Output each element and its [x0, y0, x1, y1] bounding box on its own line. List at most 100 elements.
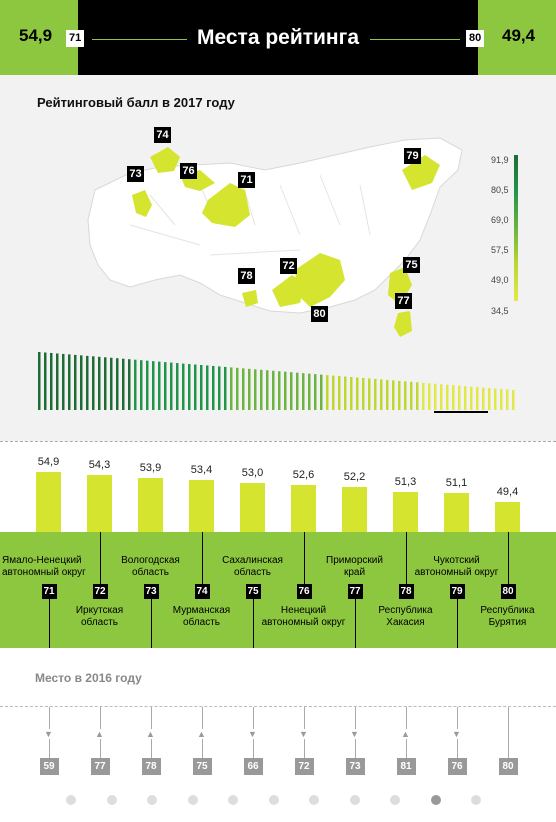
strip-bar	[68, 354, 71, 410]
pagination-dot[interactable]	[106, 795, 117, 805]
connector-line	[405, 532, 407, 584]
strip-bar	[350, 377, 353, 410]
strip-highlight-range	[434, 411, 488, 413]
strip-bar	[200, 364, 203, 410]
connector-line	[201, 532, 203, 584]
map-marker-78: 78	[238, 268, 255, 284]
strip-bar	[428, 383, 431, 410]
region-name: Мурманская область	[151, 605, 253, 629]
strip-bar	[470, 386, 473, 410]
strip-bar	[44, 352, 47, 410]
region-name-line: область	[131, 567, 170, 578]
pagination-dot[interactable]	[471, 795, 481, 805]
map-marker-77: 77	[395, 293, 412, 309]
strip-bar	[236, 367, 239, 410]
strip-bar	[212, 365, 215, 410]
strip-bar	[464, 386, 467, 410]
region-name-line: автономный округ	[414, 567, 499, 578]
arrow-down-icon: ▼	[347, 729, 362, 739]
pagination-dot[interactable]	[66, 795, 76, 805]
region-name: Сахалинская область	[202, 555, 304, 579]
region-shape-74	[150, 147, 180, 173]
strip-bar	[410, 381, 413, 410]
strip-bar	[206, 365, 209, 410]
pagination-dot[interactable]	[390, 795, 400, 805]
pagination-dot[interactable]	[268, 795, 279, 805]
strip-bar	[50, 352, 53, 410]
bar	[495, 502, 520, 532]
strip-bar	[368, 378, 371, 410]
strip-bar	[416, 382, 419, 410]
header-right-line	[370, 39, 460, 40]
arrow-up-icon: ▲	[398, 729, 413, 739]
pagination-dot[interactable]	[147, 795, 157, 805]
legend-label: 34,5	[491, 306, 509, 316]
bar	[189, 480, 214, 532]
pagination-dot[interactable]	[228, 795, 238, 805]
map-marker-76: 76	[180, 163, 197, 179]
region-name: Вологодская область	[100, 555, 202, 579]
strip-bar	[398, 380, 401, 410]
strip-bar	[278, 371, 281, 410]
strip-bar	[302, 373, 305, 410]
bar	[444, 492, 469, 532]
strip-bar	[260, 369, 263, 410]
strip-bar	[338, 376, 341, 410]
strip-bar	[506, 389, 509, 410]
legend-label: 49,0	[491, 275, 509, 285]
strip-bar	[242, 368, 245, 410]
region-name-line: Мурманская	[172, 605, 231, 616]
map-marker-73: 73	[127, 166, 144, 182]
strip-bar	[56, 353, 59, 410]
region-label-band	[0, 532, 556, 648]
place-badge: 75	[245, 584, 261, 599]
pagination-dot[interactable]	[309, 795, 319, 805]
strip-bar	[86, 355, 89, 410]
region-shape-75	[388, 267, 412, 305]
strip-bar	[284, 371, 287, 410]
strip-bar	[248, 368, 251, 410]
bar-value-label: 52,2	[343, 470, 366, 483]
russia-map	[87, 137, 463, 337]
map-marker-79: 79	[404, 148, 421, 164]
strip-bar	[164, 362, 167, 410]
region-name-line: область	[80, 617, 119, 628]
prev-year-divider	[0, 706, 556, 707]
strip-bar	[128, 359, 131, 410]
pagination-dot[interactable]	[349, 795, 360, 805]
region-name: Чукотский автономный округ	[406, 555, 508, 579]
pagination-dot[interactable]	[187, 795, 198, 805]
timeline-line	[507, 707, 509, 759]
place-badge: 79	[449, 584, 465, 599]
region-name-line: Ненецкий	[280, 605, 327, 616]
bar-value-label: 53,9	[139, 461, 162, 474]
prev-place-badge: 75	[192, 758, 212, 775]
strip-bar	[158, 361, 161, 410]
strip-bar	[74, 354, 77, 410]
page-title: Места рейтинга	[196, 26, 360, 49]
strip-bar	[356, 377, 359, 410]
arrow-up-icon: ▲	[92, 729, 107, 739]
place-badge: 72	[92, 584, 108, 599]
strip-bar	[272, 370, 275, 410]
strip-bar	[500, 389, 503, 410]
strip-bar	[440, 384, 443, 410]
strip-bar	[176, 363, 179, 410]
strip-bar	[458, 385, 461, 410]
connector-line	[252, 596, 254, 648]
strip-bar	[80, 355, 83, 410]
map-marker-74: 74	[154, 127, 171, 143]
region-name-line: область	[182, 617, 221, 628]
region-name-line: Республика	[378, 605, 433, 616]
strip-bar	[494, 388, 497, 410]
map-marker-75: 75	[403, 257, 420, 273]
region-name-line: край	[343, 567, 366, 578]
strip-bar	[314, 374, 317, 410]
bar	[36, 472, 61, 532]
strip-bar	[320, 374, 323, 410]
strip-bar	[308, 373, 311, 410]
bar	[87, 475, 112, 532]
arrow-up-icon: ▲	[143, 729, 158, 739]
header-left-place: 71	[66, 30, 85, 47]
pagination-dot[interactable]	[430, 795, 441, 805]
